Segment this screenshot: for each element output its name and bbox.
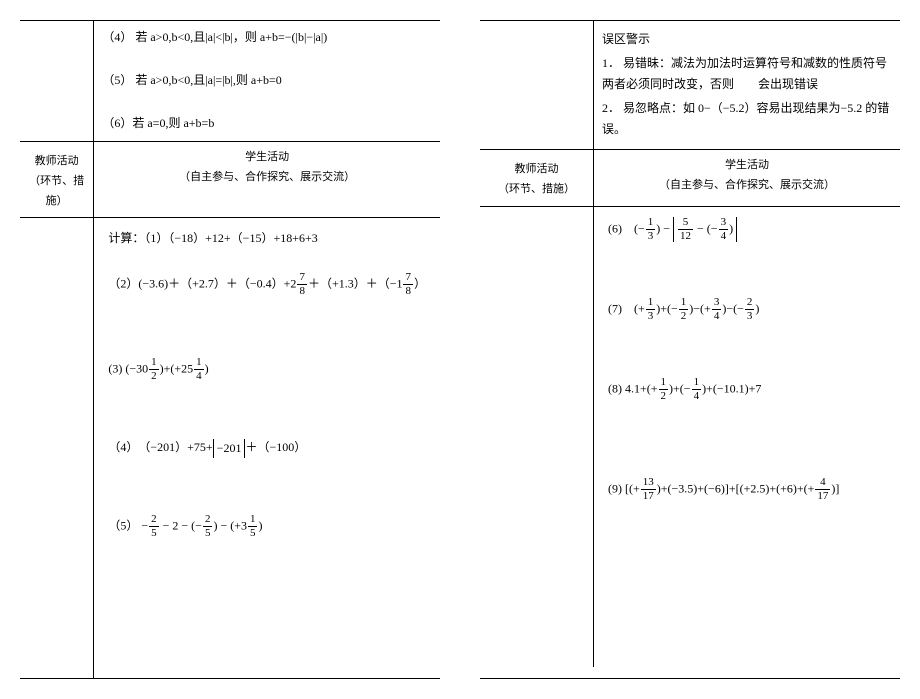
problem-8: (8) 4.1+(+12)+(−14)+(−10.1)+7 [608, 377, 886, 402]
right-content-blank [480, 206, 594, 667]
teacher-activity-label: 教师活动 [35, 155, 79, 167]
right-warning-blank [480, 21, 594, 149]
rule-6: （6）若 a=0,则 a+b=b [102, 113, 432, 135]
left-table: （4） 若 a>0,b<0,且|a|<|b|，则 a+b=−(|b|−|a|) … [20, 21, 440, 678]
student-activity-label: 学生活动 [245, 151, 289, 163]
left-header-teacher: 教师活动 （环节、措施） [20, 141, 94, 217]
left-content-cell: 计算：（1）（−18）+12+（−15）+18+6+3 （2）(−3.6)＋（+… [94, 218, 440, 679]
left-rules-cell: （4） 若 a>0,b<0,且|a|<|b|，则 a+b=−(|b|−|a|) … [94, 21, 440, 141]
rule-4: （4） 若 a>0,b<0,且|a|<|b|，则 a+b=−(|b|−|a|) [102, 27, 432, 49]
problem-5: （5） −25 − 2 − (−25) − (+315) [108, 514, 426, 539]
student-activity-label-r: 学生活动 [725, 159, 769, 171]
warning-title: 误区警示 [602, 29, 892, 51]
right-header-student: 学生活动 （自主参与、合作探究、展示交流） [594, 149, 901, 206]
warning-box: 误区警示 1． 易错昧：减法为加法时运算符号和减数的性质符号两者必须同时改变，否… [594, 21, 901, 149]
right-content-cell: (6) (−13) − 512 − (−34) (7) (+13)+(−12)−… [594, 206, 901, 667]
problem-7: (7) (+13)+(−12)−(+34)−(−23) [608, 297, 886, 322]
student-activity-sub: （自主参与、合作探究、展示交流） [179, 171, 355, 183]
problem-9: (9) [(+1317)+(−3.5)+(−6)]+[(+2.5)+(+6)+(… [608, 477, 886, 502]
problems-label: 计算： [108, 231, 144, 245]
teacher-activity-label-r: 教师活动 [515, 163, 559, 175]
problem-2: （2）(−3.6)＋（+2.7）＋（−0.4）+278＋（+1.3）＋（−178… [108, 272, 426, 297]
right-table: 误区警示 1． 易错昧：减法为加法时运算符号和减数的性质符号两者必须同时改变，否… [480, 21, 900, 667]
left-rules-blank [20, 21, 94, 141]
teacher-activity-sub-r: （环节、措施） [498, 183, 575, 195]
teacher-activity-sub: （环节、措施） [29, 175, 84, 207]
problem-4: （4） （−201）+75+−201＋（−100） [108, 437, 426, 459]
warning-line-2: 2． 易忽略点：如 0−（−5.2）容易出现结果为−5.2 的错误。 [602, 98, 892, 141]
page-wrap: （4） 若 a>0,b<0,且|a|<|b|，则 a+b=−(|b|−|a|) … [20, 20, 900, 679]
problem-3: (3) (−3012)+(+2514) [108, 357, 426, 382]
rule-5: （5） 若 a>0,b<0,且|a|=|b|,则 a+b=0 [102, 70, 432, 92]
warning-line-1: 1． 易错昧：减法为加法时运算符号和减数的性质符号两者必须同时改变，否则 会出现… [602, 53, 892, 96]
problem-6: (6) (−13) − 512 − (−34) [608, 217, 886, 242]
student-activity-sub-r: （自主参与、合作探究、展示交流） [659, 179, 835, 191]
right-header-teacher: 教师活动 （环节、措施） [480, 149, 594, 206]
left-header-student: 学生活动 （自主参与、合作探究、展示交流） [94, 141, 440, 217]
left-panel: （4） 若 a>0,b<0,且|a|<|b|，则 a+b=−(|b|−|a|) … [20, 20, 440, 679]
problem-1: 计算：（1）（−18）+12+（−15）+18+6+3 [108, 228, 426, 250]
right-panel: 误区警示 1． 易错昧：减法为加法时运算符号和减数的性质符号两者必须同时改变，否… [480, 20, 900, 679]
left-content-blank [20, 218, 94, 679]
